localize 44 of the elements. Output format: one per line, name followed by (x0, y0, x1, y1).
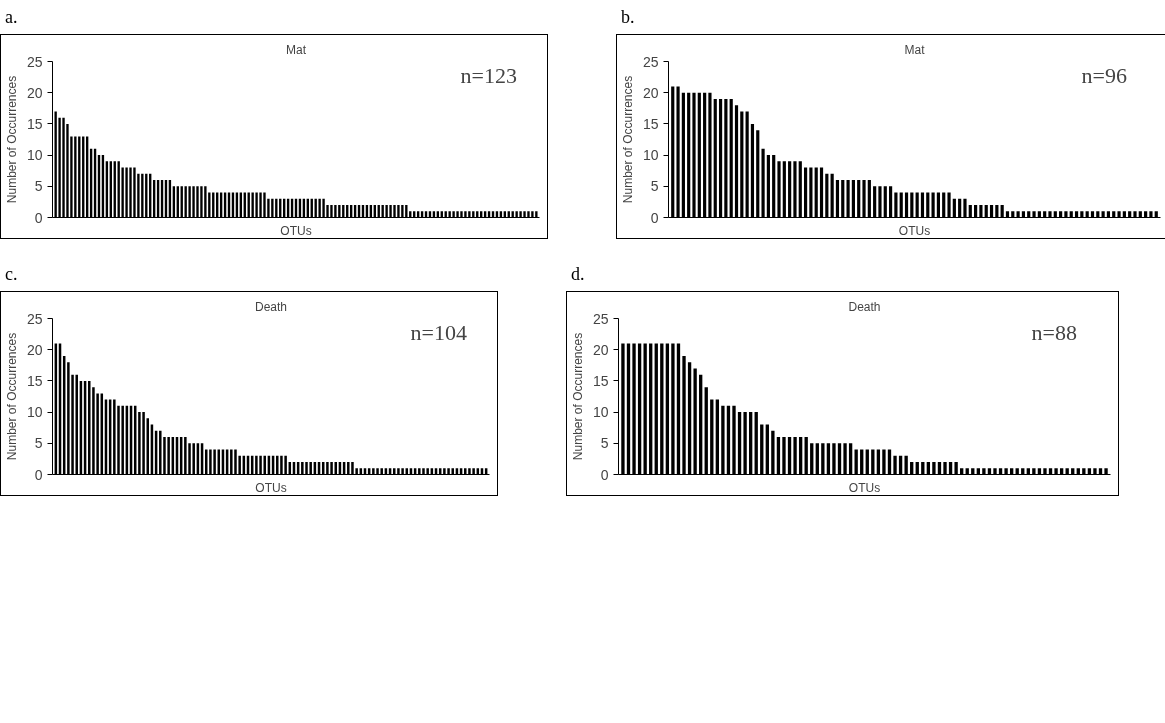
y-tick-label: 15 (26, 372, 43, 389)
y-tick-label: 25 (26, 310, 43, 327)
annotation: n=88 (1031, 319, 1077, 345)
y-tick-label: 25 (592, 310, 609, 327)
y-tick-label: 5 (34, 435, 43, 452)
y-axis-title: Number of Occurrences (620, 75, 635, 204)
text: a. (5, 6, 18, 29)
chart-title: Death (848, 299, 881, 314)
y-tick-label: 20 (26, 84, 43, 101)
x-axis-title: OTUs (848, 480, 881, 495)
y-tick-label: 20 (26, 341, 43, 358)
y-tick-label: 25 (642, 53, 659, 70)
y-tick-label: 0 (34, 209, 43, 226)
y-axis-title: Number of Occurrences (570, 332, 585, 461)
annotation: n=96 (1081, 62, 1127, 88)
y-tick-label: 10 (26, 404, 43, 421)
chart-title: Mat (904, 42, 926, 57)
text: d. (571, 263, 585, 286)
y-tick-label: 10 (642, 147, 659, 164)
y-tick-label: 5 (34, 178, 43, 195)
chart-title: Mat (286, 42, 307, 57)
y-tick-label: 15 (26, 115, 43, 132)
annotation: n=104 (410, 319, 467, 345)
chart-title: Death (254, 299, 288, 314)
y-tick-label: 15 (642, 115, 659, 132)
y-tick-label: 5 (600, 435, 609, 452)
y-tick-label: 0 (650, 209, 659, 226)
y-tick-label: 10 (26, 147, 43, 164)
y-tick-label: 15 (592, 372, 609, 389)
y-axis-title: Number of Occurrences (4, 75, 19, 204)
y-tick-label: 0 (34, 466, 43, 483)
y-tick-label: 5 (650, 178, 659, 195)
y-tick-label: 20 (642, 84, 659, 101)
text: c. (5, 263, 18, 286)
x-axis-title: OTUs (255, 480, 287, 495)
y-tick-label: 25 (26, 53, 43, 70)
y-axis-title: Number of Occurrences (4, 332, 19, 461)
text: b. (621, 6, 635, 29)
y-tick-label: 10 (592, 404, 609, 421)
y-tick-label: 20 (592, 341, 609, 358)
y-tick-label: 0 (600, 466, 609, 483)
annotation: n=123 (460, 62, 517, 88)
x-axis-title: OTUs (898, 223, 931, 238)
x-axis-title: OTUs (280, 223, 312, 238)
